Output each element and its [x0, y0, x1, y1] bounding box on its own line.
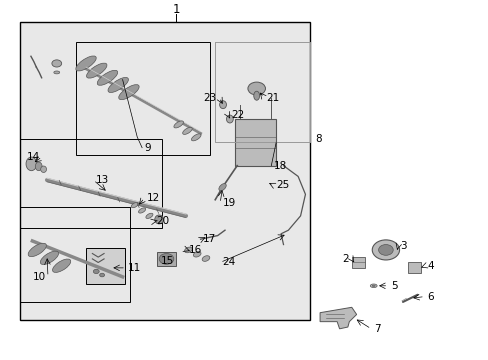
Ellipse shape: [145, 213, 153, 219]
Bar: [20, 139, 161, 228]
Ellipse shape: [183, 127, 192, 134]
Ellipse shape: [28, 243, 46, 257]
Text: 12: 12: [147, 193, 160, 203]
Text: 14: 14: [26, 152, 40, 162]
Circle shape: [371, 240, 399, 260]
Ellipse shape: [202, 256, 209, 261]
Ellipse shape: [52, 259, 71, 273]
Ellipse shape: [219, 101, 226, 109]
Ellipse shape: [219, 184, 226, 191]
Bar: [351, 257, 365, 268]
Circle shape: [159, 253, 173, 264]
Ellipse shape: [193, 251, 201, 257]
Ellipse shape: [369, 284, 376, 288]
Ellipse shape: [191, 134, 201, 141]
Ellipse shape: [35, 162, 42, 171]
Text: 23: 23: [203, 93, 216, 103]
Ellipse shape: [76, 56, 96, 71]
Bar: [407, 262, 420, 273]
Ellipse shape: [155, 215, 163, 224]
Ellipse shape: [253, 91, 259, 100]
Text: 2: 2: [342, 254, 348, 264]
Ellipse shape: [184, 247, 192, 253]
Ellipse shape: [41, 166, 46, 172]
Ellipse shape: [119, 85, 139, 100]
Ellipse shape: [108, 77, 128, 93]
Text: 5: 5: [390, 281, 397, 291]
Text: 25: 25: [276, 180, 289, 190]
Text: 7: 7: [373, 324, 380, 334]
Text: 24: 24: [222, 257, 235, 267]
Ellipse shape: [54, 71, 60, 74]
Text: 11: 11: [127, 263, 141, 273]
Text: 15: 15: [160, 256, 173, 266]
Circle shape: [100, 273, 104, 277]
Text: 18: 18: [273, 161, 286, 171]
Ellipse shape: [226, 115, 233, 123]
Text: 21: 21: [266, 93, 279, 103]
Circle shape: [378, 244, 392, 255]
Ellipse shape: [26, 157, 37, 171]
Bar: [86, 248, 125, 284]
Ellipse shape: [174, 121, 183, 128]
Bar: [20, 22, 310, 320]
Text: 1: 1: [172, 3, 180, 16]
Text: 20: 20: [156, 216, 168, 226]
Circle shape: [247, 82, 265, 95]
Text: 16: 16: [188, 245, 201, 255]
Text: 22: 22: [230, 111, 244, 121]
Text: 19: 19: [222, 198, 235, 208]
Text: 8: 8: [315, 134, 321, 144]
Text: 10: 10: [32, 272, 45, 282]
Bar: [157, 252, 176, 266]
Ellipse shape: [131, 202, 138, 208]
Circle shape: [52, 60, 61, 67]
Ellipse shape: [41, 251, 59, 265]
Polygon shape: [320, 307, 356, 329]
Ellipse shape: [86, 63, 107, 78]
Bar: [76, 42, 210, 155]
Bar: [20, 207, 130, 302]
Text: 3: 3: [400, 241, 407, 251]
Text: 6: 6: [427, 292, 433, 302]
Text: 13: 13: [96, 175, 109, 185]
Ellipse shape: [97, 70, 118, 85]
Circle shape: [93, 269, 99, 274]
Ellipse shape: [371, 285, 374, 287]
Bar: [234, 119, 276, 166]
Text: 9: 9: [144, 143, 151, 153]
Text: 17: 17: [203, 234, 216, 244]
Ellipse shape: [138, 208, 145, 213]
Text: 4: 4: [427, 261, 433, 271]
